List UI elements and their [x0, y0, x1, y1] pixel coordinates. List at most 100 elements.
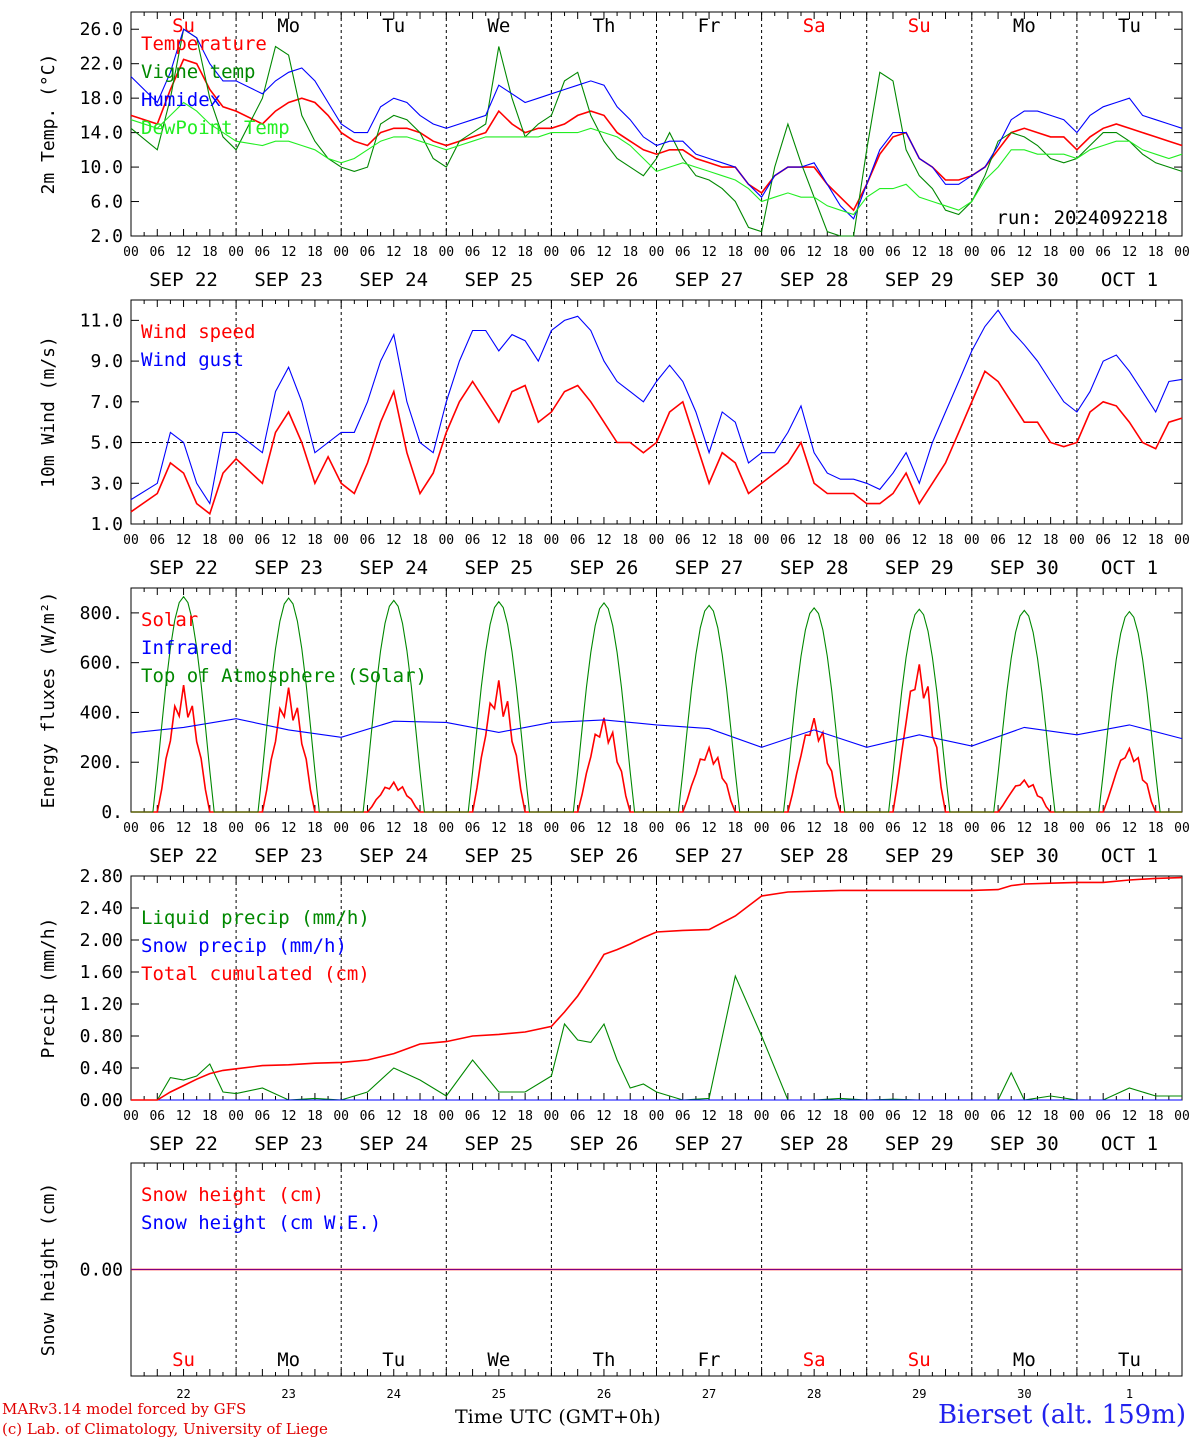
legend-entry: Total cumulated (cm)	[141, 963, 370, 985]
hour-tick-label: 12	[911, 533, 927, 548]
date-label: SEP 25	[465, 269, 534, 291]
y-tick-label: 0.	[101, 802, 123, 823]
date-label: SEP 24	[359, 269, 428, 291]
date-label: OCT 1	[1101, 845, 1158, 867]
hour-tick-label: 18	[1043, 821, 1059, 836]
hour-tick-label: 18	[412, 821, 428, 836]
hour-tick-label: 18	[202, 821, 218, 836]
date-label: SEP 29	[885, 845, 954, 867]
hour-tick-label: 12	[1122, 821, 1138, 836]
day-label: Tu	[1118, 15, 1141, 37]
hour-tick-label: 00	[123, 245, 139, 260]
hour-tick-label: 00	[754, 1109, 770, 1124]
day-label: Tu	[1118, 1349, 1141, 1371]
hour-tick-label: 00	[649, 1109, 665, 1124]
date-label: SEP 27	[675, 269, 744, 291]
hour-tick-label: 00	[333, 533, 349, 548]
y-tick-label: 5.0	[90, 433, 123, 454]
date-label: SEP 24	[359, 845, 428, 867]
date-label: SEP 26	[570, 557, 639, 579]
hour-tick-label: 12	[386, 1109, 402, 1124]
hour-tick-label: 12	[386, 533, 402, 548]
y-tick-label: 3.0	[90, 473, 123, 494]
hour-tick-label: 18	[938, 245, 954, 260]
hour-tick-label: 06	[1095, 245, 1111, 260]
hour-tick-label: 00	[649, 245, 665, 260]
series-line-infrared	[130, 718, 1183, 748]
hour-tick-label: 18	[833, 245, 849, 260]
hour-tick-label: 00	[544, 533, 560, 548]
hour-tick-label: 18	[622, 533, 638, 548]
hour-tick-label: 00	[544, 821, 560, 836]
run-annotation: run: 2024092218	[996, 207, 1168, 229]
day-label: We	[487, 1349, 510, 1371]
date-label: SEP 27	[675, 845, 744, 867]
hour-tick-label: 12	[281, 1109, 297, 1124]
plot-frame	[130, 587, 1183, 813]
time-axis-label: Time UTC (GMT+0h)	[455, 1406, 661, 1428]
date-label: SEP 23	[254, 1133, 323, 1155]
hour-tick-label: 18	[307, 533, 323, 548]
day-label: Sa	[803, 15, 826, 37]
legend-entry: Wind gust	[141, 349, 244, 371]
hour-tick-label: 18	[517, 245, 533, 260]
panel-1: 2.0 6.0 10.0 14.0 18.0 22.0 26.0 2m Temp. (°C) 0…	[38, 11, 1190, 291]
y-tick-label: 200.	[80, 752, 123, 773]
y-axis-label: Snow height (cm)	[38, 1183, 59, 1356]
hour-tick-label: 00	[123, 533, 139, 548]
hour-tick-label: 06	[149, 245, 165, 260]
legend-entry: Wind speed	[141, 321, 255, 343]
hour-tick-label: 12	[701, 1109, 717, 1124]
y-tick-label: 800.	[80, 603, 123, 624]
hour-tick-label: 06	[885, 1109, 901, 1124]
date-label: SEP 30	[990, 269, 1059, 291]
date-label: SEP 27	[675, 557, 744, 579]
day-label: Su	[908, 1349, 931, 1371]
hour-tick-label: 18	[622, 1109, 638, 1124]
hour-tick-label: 06	[360, 533, 376, 548]
hour-tick-label: 00	[123, 821, 139, 836]
hour-tick-label: 00	[964, 821, 980, 836]
date-label: SEP 25	[465, 845, 534, 867]
y-tick-label: 6.0	[90, 192, 123, 213]
hour-tick-label: 12	[806, 533, 822, 548]
date-label: SEP 28	[780, 557, 849, 579]
hour-tick-label: 06	[360, 821, 376, 836]
panel-3: 0. 200. 400. 600. 800. Energy fluxes (W/m²) 00…	[38, 587, 1190, 867]
hour-tick-label: 00	[964, 245, 980, 260]
date-label: SEP 23	[254, 557, 323, 579]
y-tick-label: 1.20	[80, 994, 123, 1015]
hour-tick-label: 00	[964, 1109, 980, 1124]
y-tick-label: 0.00	[80, 1260, 123, 1281]
day-label: Su	[172, 1349, 195, 1371]
y-axis-label: Precip (mm/h)	[38, 918, 59, 1059]
y-tick-label: 11.0	[80, 310, 123, 331]
hour-tick-label: 00	[438, 1109, 454, 1124]
hour-tick-label: 12	[491, 533, 507, 548]
legend-entry: Solar	[141, 609, 198, 631]
hour-tick-label: 12	[701, 245, 717, 260]
hour-tick-label: 18	[517, 1109, 533, 1124]
hour-tick-label: 18	[412, 533, 428, 548]
hour-tick-label: 18	[307, 821, 323, 836]
day-label: Tu	[382, 15, 405, 37]
series-line-total-cumulated-cm-	[131, 876, 1183, 1101]
panel-4: 0.00 0.40 0.80 1.20 1.60 2.00 2.40 2.80 Precip (…	[38, 866, 1190, 1155]
hour-tick-label: 18	[727, 821, 743, 836]
date-label: SEP 23	[254, 269, 323, 291]
date-label: SEP 30	[990, 557, 1059, 579]
date-label: SEP 29	[885, 557, 954, 579]
hour-tick-label: 00	[1069, 821, 1085, 836]
hour-tick-label: 00	[228, 533, 244, 548]
hour-tick-label: 12	[911, 245, 927, 260]
hour-tick-label: 12	[1122, 533, 1138, 548]
day-number: 30	[1017, 1387, 1031, 1401]
hour-tick-label: 12	[491, 821, 507, 836]
hour-tick-label: 00	[1069, 245, 1085, 260]
hour-tick-label: 00	[1174, 533, 1190, 548]
day-label: We	[487, 15, 510, 37]
hour-tick-label: 06	[990, 821, 1006, 836]
hour-tick-label: 18	[833, 1109, 849, 1124]
y-tick-label: 0.40	[80, 1058, 123, 1079]
